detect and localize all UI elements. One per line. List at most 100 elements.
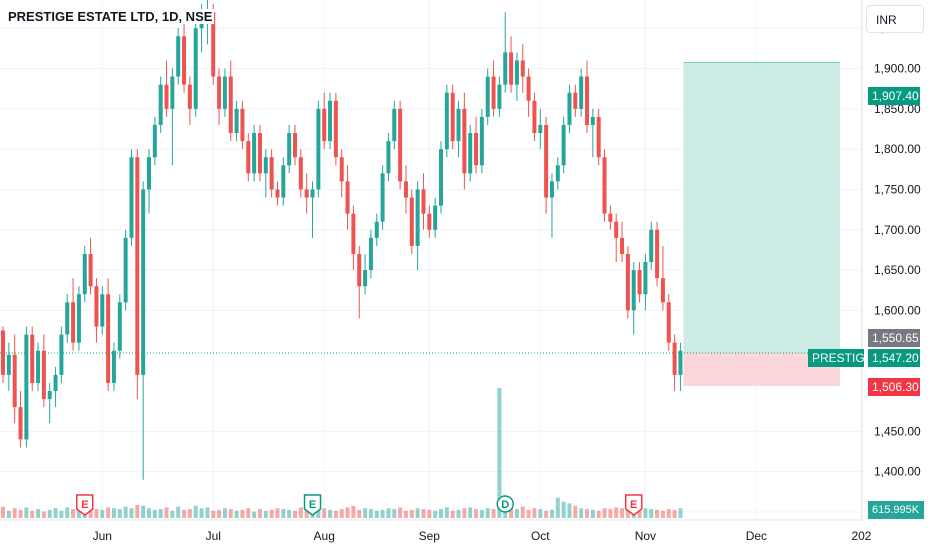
- volume-bar: [620, 508, 625, 518]
- volume-bar: [398, 507, 403, 518]
- candle-body: [222, 76, 227, 109]
- candle-body: [608, 213, 613, 222]
- volume-bar: [106, 507, 111, 518]
- candle-body: [567, 92, 572, 125]
- candle-body: [82, 253, 87, 295]
- volume-bar: [304, 509, 309, 518]
- volume-bar: [660, 510, 665, 518]
- candle-body: [59, 334, 64, 375]
- candle-body: [450, 92, 455, 142]
- candle-body: [304, 189, 309, 198]
- candle-body: [187, 84, 192, 109]
- volume-bar: [141, 505, 146, 518]
- candle-body: [643, 262, 648, 295]
- price-tick-label: 1,800.00: [874, 142, 921, 156]
- volume-bar: [614, 507, 619, 518]
- volume-bar: [333, 510, 338, 518]
- candle-body: [193, 28, 198, 109]
- candle-body: [339, 157, 344, 182]
- candle-body: [579, 76, 584, 109]
- volume-bar: [345, 507, 350, 518]
- volume-bar: [234, 510, 239, 518]
- candle-body: [36, 350, 41, 383]
- volume-bar: [211, 510, 216, 518]
- volume-bar: [123, 506, 128, 518]
- candle-body: [456, 108, 461, 142]
- volume-bar: [252, 511, 257, 518]
- candle-body: [614, 221, 619, 238]
- volume-bar: [275, 508, 280, 518]
- volume-bar: [608, 509, 613, 518]
- volume-bar: [94, 509, 99, 518]
- candle-body: [158, 84, 163, 125]
- volume-bar: [368, 509, 373, 518]
- time-axis[interactable]: Jun Jul Aug Sep Oct Nov Dec 202: [93, 529, 872, 543]
- candle-body: [415, 189, 420, 246]
- volume-bar: [409, 509, 414, 518]
- volume-bar: [298, 507, 303, 518]
- candle-body: [246, 141, 251, 174]
- candle-body: [386, 141, 391, 174]
- profit-zone: [683, 62, 840, 353]
- volume-bar: [526, 509, 531, 518]
- candle-body: [520, 60, 525, 77]
- volume-bar: [532, 508, 537, 518]
- volume-bar: [281, 509, 286, 518]
- candle-body: [240, 108, 245, 142]
- candlestick-series: [1, 0, 683, 480]
- candle-body: [1, 330, 5, 375]
- volume-bar: [485, 508, 490, 518]
- candle-body: [170, 76, 175, 109]
- candle-body: [479, 116, 484, 166]
- candle-body: [117, 302, 122, 351]
- volume-bar: [257, 509, 262, 518]
- candle-body: [514, 60, 519, 85]
- volume-bar: [468, 507, 473, 518]
- candle-body: [141, 189, 146, 375]
- candle-body: [421, 189, 426, 214]
- volume-bar: [111, 508, 116, 518]
- candle-body: [135, 157, 140, 375]
- candle-body: [18, 407, 23, 440]
- price-tick-label: 1,700.00: [874, 223, 921, 237]
- candle-body: [252, 133, 257, 174]
- volume-bar: [403, 510, 408, 518]
- candle-body: [47, 391, 52, 400]
- volume-bar: [444, 507, 449, 518]
- volume-bar: [217, 509, 222, 518]
- candle-body: [462, 108, 467, 174]
- candle-body: [65, 302, 70, 335]
- event-marker-label: E: [309, 499, 316, 511]
- candle-body: [88, 253, 93, 287]
- volume-bar: [47, 509, 52, 518]
- candle-body: [147, 157, 151, 190]
- volume-bar: [158, 509, 163, 518]
- candle-body: [439, 149, 443, 206]
- volume-bar: [573, 505, 578, 518]
- event-marker: D: [496, 495, 514, 513]
- candle-body: [637, 270, 642, 295]
- candle-body: [322, 108, 327, 142]
- candle-body: [333, 100, 338, 158]
- candle-body: [293, 133, 297, 158]
- volume-bars: [1, 388, 683, 518]
- volume-bar: [117, 509, 122, 518]
- volume-bar: [386, 508, 391, 518]
- volume-bar: [474, 509, 479, 518]
- volume-bar: [514, 509, 519, 518]
- volume-bar: [30, 510, 35, 518]
- candle-body: [363, 270, 368, 287]
- event-marker-label: E: [630, 499, 637, 511]
- currency-button[interactable]: INR: [866, 5, 924, 33]
- candle-body: [585, 76, 589, 125]
- candle-body: [392, 108, 397, 142]
- candle-body: [474, 133, 479, 166]
- candle-body: [561, 124, 566, 166]
- candle-body: [544, 124, 549, 198]
- volume-bar: [596, 510, 601, 518]
- volume-bar: [152, 509, 157, 518]
- volume-bar: [193, 505, 198, 518]
- candle-body: [596, 116, 601, 158]
